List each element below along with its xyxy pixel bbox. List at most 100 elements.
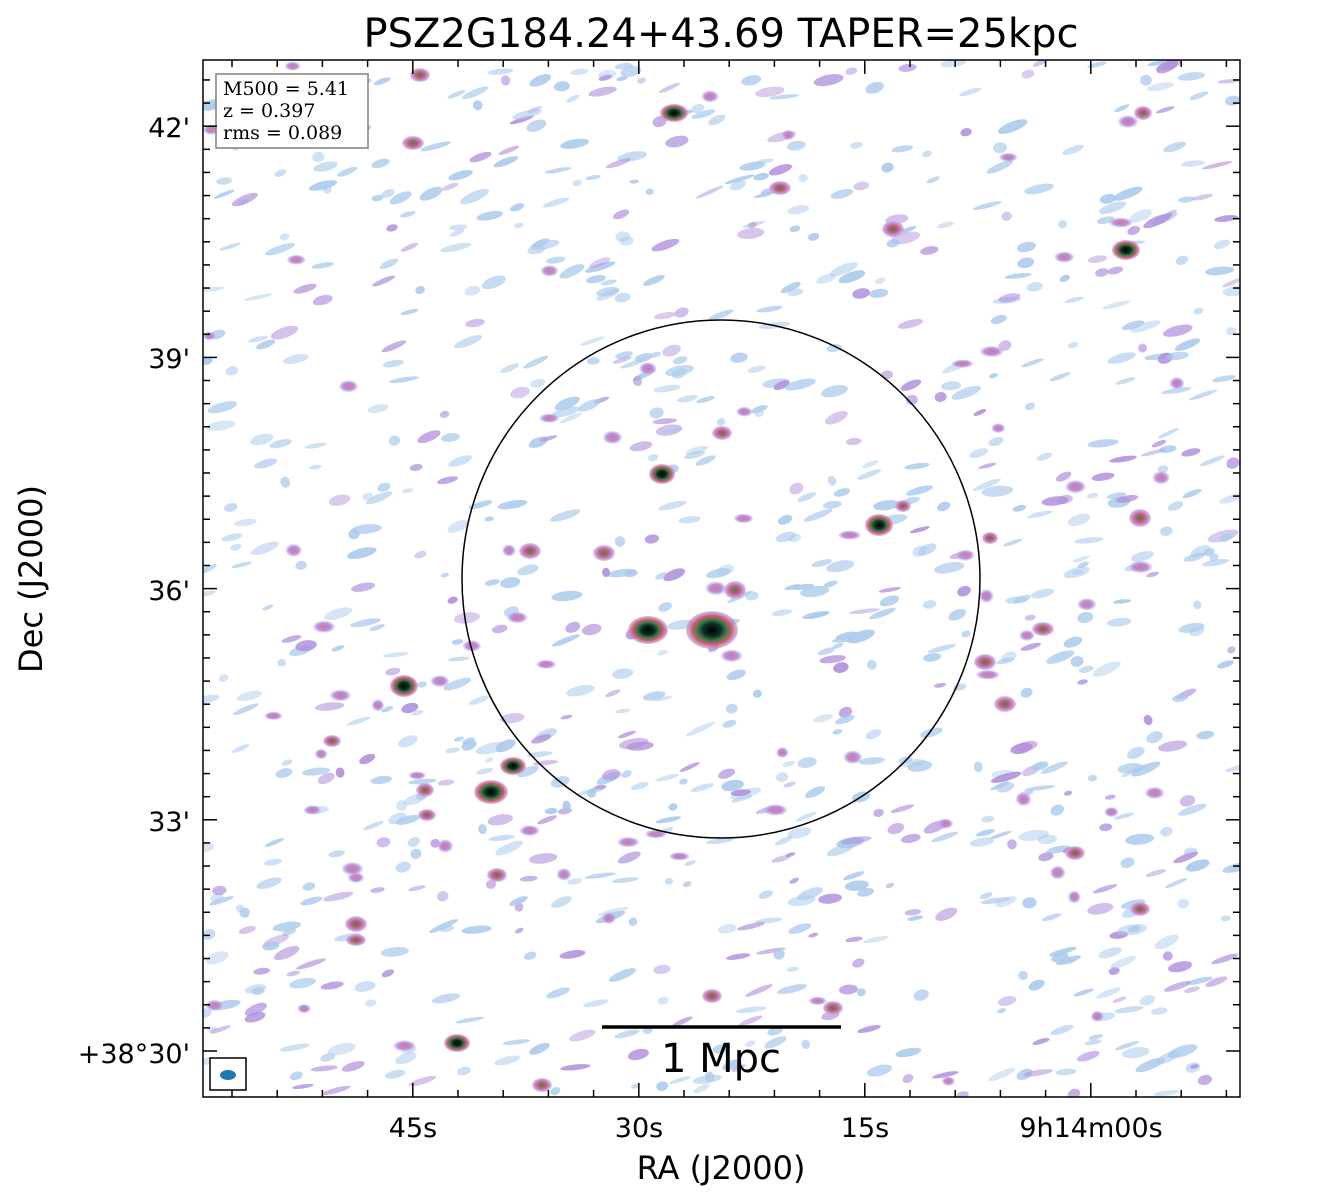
noise-blob [1087,902,1114,915]
x-tick-label-15s: 15s [841,1113,889,1144]
noise-blob [617,851,641,864]
noise-blob [1160,826,1173,837]
noise-blob [1031,761,1049,771]
noise-blob [224,503,238,512]
faint-source [991,423,1006,434]
noise-blob [801,1039,811,1049]
noise-blob [1190,545,1211,558]
radio-source [500,757,526,775]
noise-blob [596,289,620,301]
noise-blob [930,831,959,843]
faint-source [645,829,667,839]
noise-blob [632,376,643,387]
noise-blob [808,932,819,938]
noise-blob [1189,626,1205,637]
radio-source [702,989,722,1003]
noise-blob [440,242,472,253]
noise-blob [1077,611,1094,624]
noise-blob [279,1043,310,1052]
noise-blob [998,293,1021,303]
noise-blob [677,394,698,403]
noise-blob [286,970,301,977]
noise-blob [662,344,681,357]
noise-blob [937,501,951,512]
noise-blob [948,609,967,621]
noise-blob [1217,660,1234,669]
noise-blob [417,430,441,444]
noise-blob [517,765,539,778]
noise-blob [756,305,783,313]
noise-blob [247,335,269,343]
noise-blob [408,1075,437,1087]
noise-blob [716,564,735,576]
noise-blob [857,469,881,480]
noise-blob [365,491,393,505]
faint-source [639,362,657,375]
noise-blob [584,872,616,879]
noise-blob [996,782,1015,793]
radio-source [994,696,1016,712]
noise-blob [598,74,612,81]
noise-blob [879,595,900,607]
noise-blob [797,492,816,502]
noise-blob [890,804,915,814]
noise-blob [581,623,602,636]
noise-blob [302,882,316,891]
noise-blob [811,559,833,568]
noise-blob [887,822,905,835]
noise-blob [388,435,401,446]
noise-blob [476,210,504,221]
noise-blob [1156,106,1175,114]
faint-source [1068,890,1081,904]
noise-blob [657,649,668,656]
faint-source [701,90,719,103]
noise-blob [1092,661,1121,677]
noise-blob [758,890,773,899]
noise-blob [1163,324,1193,337]
faint-source [314,748,328,760]
noise-blob [764,1036,787,1049]
noise-blob [818,893,842,904]
info-box [215,73,369,149]
faint-source [203,124,220,135]
noise-blob [549,509,581,522]
radio-source [1112,240,1140,260]
faint-source [303,805,322,815]
noise-blob [234,518,257,527]
noise-blob [663,568,686,582]
noise-blob [1162,951,1173,961]
noise-blob [250,541,280,556]
noise-blob [400,242,419,252]
radio-source [882,221,904,237]
noise-blob [420,141,451,152]
noise-blob [708,309,734,321]
faint-source [1109,217,1133,228]
noise-blob [1024,183,1054,195]
noise-blob [1037,834,1058,845]
noise-blob [1188,389,1218,401]
noise-blob [385,1069,406,1079]
radio-source [402,136,424,150]
noise-blob [844,880,869,891]
noise-blob [1049,372,1071,382]
noise-blob [1130,320,1161,333]
noise-blob [553,81,570,92]
noise-blob [350,618,381,628]
noise-blob [262,941,280,951]
noise-blob [1168,961,1193,973]
noise-blob [1151,439,1167,448]
radio-source [410,68,430,82]
noise-blob [213,189,235,199]
noise-blob [495,840,524,856]
noise-blob [959,87,982,97]
noise-blob [500,577,521,589]
noise-blob [1099,193,1117,204]
noise-blob [845,67,858,75]
noise-blob [203,929,216,940]
noise-blob [1150,1007,1168,1015]
noise-blob [826,560,855,573]
noise-blob [494,1055,521,1066]
noise-blob [484,579,500,586]
noise-blob [668,803,678,811]
beam-ellipse [220,1070,236,1080]
